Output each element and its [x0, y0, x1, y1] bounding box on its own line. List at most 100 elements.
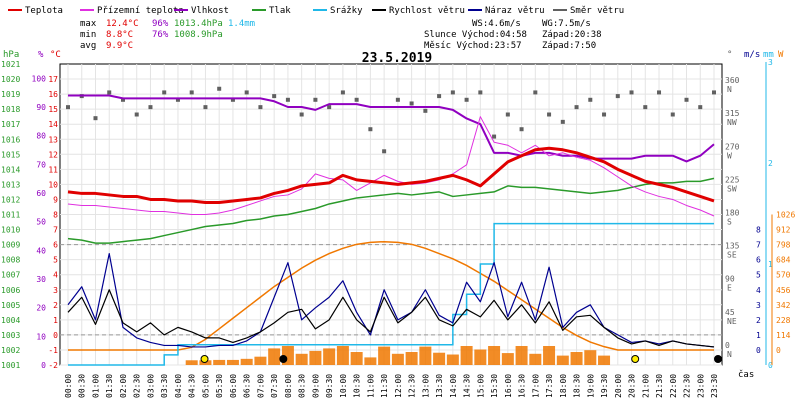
- series-line-precip: [68, 222, 714, 366]
- series-line-wind: [67, 289, 715, 348]
- axis-unit-wm2: W: [778, 50, 784, 60]
- wm2-tick-4: 456: [776, 286, 791, 295]
- hpa-tick-9: 1010: [1, 226, 20, 235]
- radiation-bar-17: [295, 353, 308, 365]
- percent-tick-5: 50: [36, 218, 46, 227]
- axis-unit-deg: °: [727, 50, 732, 60]
- wm2-tick-7: 798: [776, 241, 791, 250]
- deg-tick-2: 90: [725, 275, 735, 284]
- radiation-bar-27: [433, 352, 446, 365]
- wind-dir-point-27: [437, 94, 442, 99]
- radiation-bar-19: [323, 348, 336, 365]
- moon-times: Měsíc Východ:23:57: [424, 41, 522, 51]
- ms-tick-0: 0: [756, 346, 761, 355]
- hpa-tick-17: 1018: [1, 105, 20, 114]
- x-tick-11: 05:30: [215, 374, 224, 398]
- legend-label-7: Směr větru: [570, 6, 624, 16]
- wind-dir-point-14: [258, 105, 263, 110]
- x-tick-37: 18:30: [573, 374, 582, 398]
- x-tick-3: 01:30: [105, 374, 114, 398]
- x-tick-13: 06:30: [243, 374, 252, 398]
- wind-dir-point-21: [354, 97, 359, 102]
- celsius-tick-13: 11: [48, 165, 58, 174]
- plot-area: 00:00 00:30 01:00 01:30 02:00 02:30 03:00 03:30…: [1, 50, 795, 398]
- hpa-tick-16: 1017: [1, 120, 20, 129]
- wind-dir-point-17: [299, 112, 304, 117]
- wind-dir-point-33: [519, 127, 524, 132]
- hpa-tick-8: 1009: [1, 241, 20, 250]
- wm2-tick-2: 228: [776, 316, 791, 325]
- celsius-tick-16: 14: [48, 120, 58, 129]
- wind-dir-point-16: [285, 97, 290, 102]
- deg-tick-6: 270: [725, 142, 740, 151]
- radiation-bar-39: [598, 355, 611, 365]
- wind-dir-point-43: [657, 90, 662, 95]
- wind-dir-point-23: [382, 149, 387, 154]
- wind-dir-point-28: [450, 90, 455, 95]
- wind-dir-point-35: [547, 112, 552, 117]
- radiation-bar-18: [309, 350, 322, 365]
- hpa-tick-0: 1001: [1, 361, 20, 370]
- stats-min-press: 1008.9hPa: [174, 30, 223, 40]
- radiation-bar-24: [391, 353, 404, 365]
- x-tick-30: 15:00: [476, 374, 485, 398]
- radiation-bar-34: [529, 353, 542, 365]
- wind-dir-point-42: [643, 105, 648, 110]
- wind-dir-point-24: [395, 97, 400, 102]
- stats-min-temp: 8.8°C: [106, 30, 133, 40]
- x-tick-17: 08:30: [298, 374, 307, 398]
- x-tick-24: 12:00: [394, 374, 403, 398]
- deg-compass-4: S: [727, 218, 732, 227]
- wind-dir-point-11: [217, 86, 222, 91]
- celsius-tick-12: 10: [48, 180, 58, 189]
- wm2-tick-9: 1026: [776, 211, 795, 220]
- radiation-bar-38: [584, 350, 597, 365]
- sun-times: Slunce Východ:04:58: [424, 30, 527, 40]
- radiation-bar-32: [501, 353, 514, 365]
- deg-tick-8: 360: [725, 76, 740, 85]
- percent-tick-7: 70: [36, 160, 46, 169]
- celsius-tick-6: 4: [53, 271, 58, 280]
- hpa-tick-11: 1012: [1, 195, 20, 204]
- series-line-humidity: [68, 94, 715, 163]
- deg-tick-3: 135: [725, 242, 740, 251]
- deg-compass-3: SE: [727, 251, 737, 260]
- x-tick-31: 15:30: [490, 374, 499, 398]
- hpa-tick-2: 1003: [1, 331, 20, 340]
- wind-dir-point-19: [327, 105, 332, 110]
- radiation-bar-31: [488, 346, 501, 365]
- x-tick-46: 23:00: [696, 374, 705, 398]
- series-line-ground-temp: [67, 116, 715, 217]
- radiation-bar-11: [213, 359, 226, 365]
- wind-dir-point-15: [272, 94, 277, 99]
- wind-dir-point-3: [107, 90, 112, 95]
- radiation-bar-23: [378, 346, 391, 365]
- x-tick-0: 00:00: [64, 374, 73, 398]
- hpa-tick-14: 1015: [1, 150, 20, 159]
- deg-compass-6: W: [727, 151, 732, 160]
- ms-tick-4: 4: [756, 286, 761, 295]
- hpa-tick-5: 1006: [1, 286, 20, 295]
- wind-dir-point-29: [464, 97, 469, 102]
- percent-tick-10: 100: [32, 74, 47, 83]
- wind-dir-point-6: [148, 105, 153, 110]
- deg-tick-5: 225: [725, 175, 740, 184]
- wind-gust-max: WG:7.5m/s: [542, 19, 591, 29]
- moonrise-marker: [714, 355, 722, 363]
- radiation-bar-25: [405, 352, 418, 365]
- x-tick-7: 03:30: [160, 374, 169, 398]
- wind-dir-point-30: [478, 90, 483, 95]
- radiation-bar-33: [515, 346, 528, 365]
- radiation-bar-15: [268, 348, 281, 365]
- wind-dir-point-38: [588, 97, 593, 102]
- stats-max-rain: 1.4mm: [228, 19, 255, 29]
- x-tick-40: 20:00: [614, 374, 623, 398]
- deg-tick-1: 45: [725, 308, 735, 317]
- x-tick-44: 22:00: [669, 374, 678, 398]
- x-tick-12: 06:00: [229, 374, 238, 398]
- legend-label-1: Přízemní teplota: [97, 6, 184, 16]
- wind-dir-point-20: [340, 90, 345, 95]
- x-tick-22: 11:00: [366, 374, 375, 398]
- axis-unit-ms: m/s: [744, 50, 760, 60]
